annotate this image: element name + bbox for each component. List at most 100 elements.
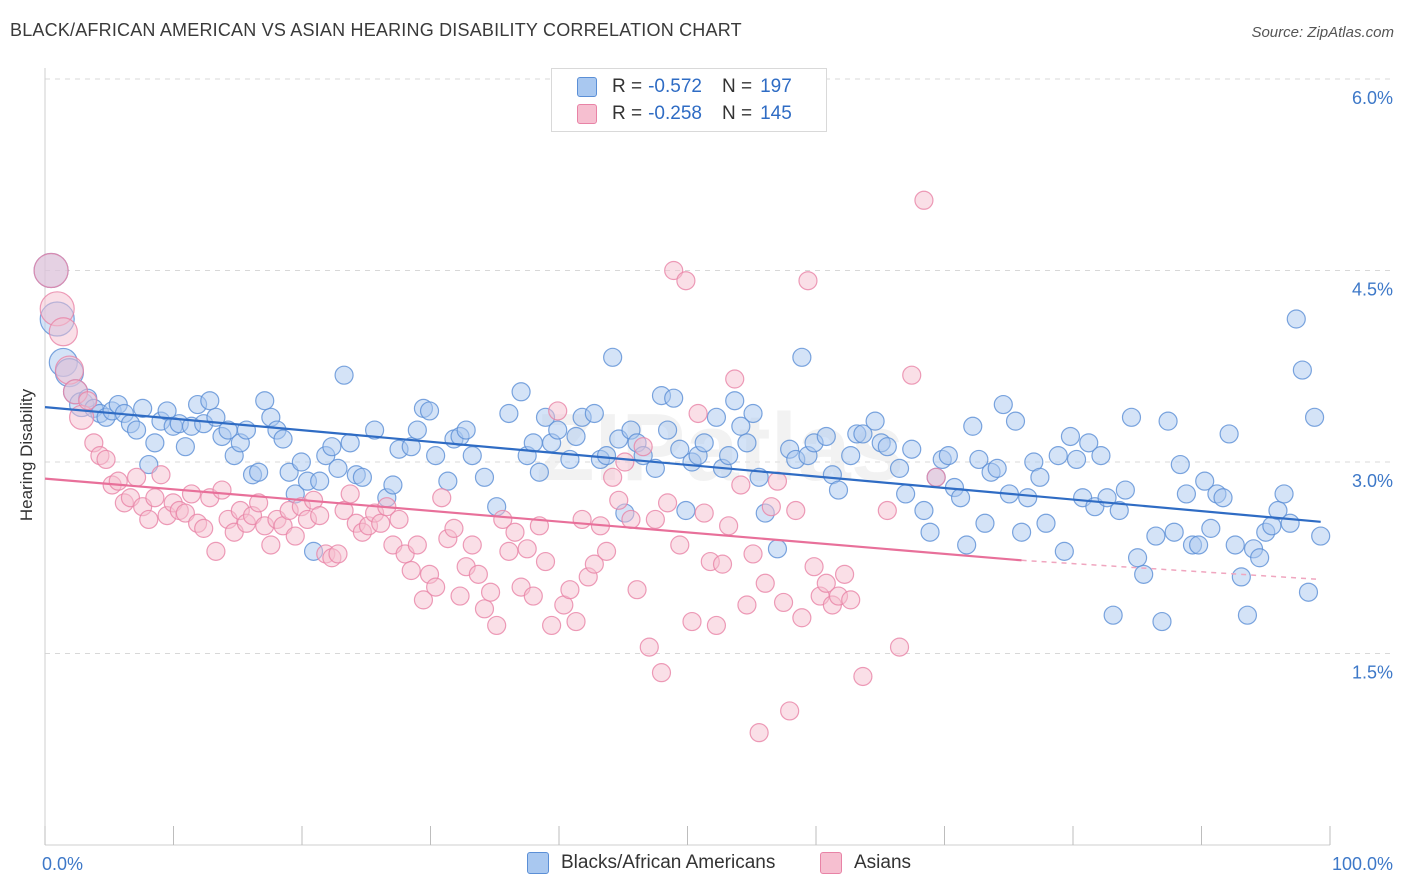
data-point-black	[828, 480, 849, 500]
data-point-black	[1079, 433, 1099, 453]
data-point-black	[499, 403, 519, 424]
data-point-black	[1158, 411, 1178, 431]
data-point-black	[511, 382, 531, 402]
data-point-black	[1030, 467, 1050, 487]
data-point-black	[987, 458, 1007, 478]
data-point-asian	[657, 493, 678, 513]
legend-item-blacks[interactable]: Blacks/African Americans	[527, 852, 775, 874]
y-tick-label: 4.5%	[1352, 280, 1393, 300]
data-point-black	[1237, 605, 1258, 625]
data-point-black	[255, 391, 275, 411]
data-point-asian	[914, 190, 934, 210]
data-point-asian	[725, 369, 745, 389]
data-point-black	[529, 462, 550, 482]
legend-r-label: R =	[612, 103, 643, 124]
data-point-black	[920, 522, 940, 542]
data-point-black	[1048, 446, 1068, 466]
legend-row-asians: R = -0.258 N = 145	[577, 102, 792, 126]
data-point-asian	[108, 471, 128, 491]
data-point-asian	[340, 484, 360, 504]
y-tick-labels: 1.5% 3.0% 4.5% 6.0%	[1352, 88, 1393, 683]
data-point-black	[1018, 488, 1038, 508]
data-point-asian	[480, 582, 501, 602]
legend-label: Asians	[854, 852, 912, 873]
data-point-black	[1091, 446, 1111, 466]
data-point-black	[1109, 500, 1129, 521]
data-point-asian	[517, 539, 537, 559]
data-point-asian	[621, 509, 641, 530]
data-point-black	[706, 407, 727, 427]
y-tick-label: 1.5%	[1352, 663, 1393, 683]
data-point-asian	[548, 401, 568, 421]
trend-line-asians	[44, 477, 1022, 562]
data-point-black	[273, 429, 293, 449]
data-point-asian	[285, 526, 305, 546]
data-point-black	[889, 458, 910, 478]
data-point-black	[792, 347, 812, 367]
data-point-black	[719, 446, 739, 466]
data-point-asian	[413, 590, 434, 610]
data-point-black	[841, 446, 861, 466]
legend-r-label: R =	[612, 76, 643, 97]
data-point-asian	[633, 437, 653, 457]
legend-row-blacks: R = -0.572 N = 197	[577, 75, 792, 99]
data-point-asian	[468, 564, 488, 584]
data-point-black	[1170, 454, 1190, 475]
data-point-black	[133, 398, 153, 418]
data-point-black	[1005, 411, 1026, 431]
data-point-black	[767, 539, 788, 559]
data-point-black	[175, 437, 195, 457]
data-point-asian	[627, 580, 647, 600]
data-point-black	[1036, 513, 1056, 533]
data-point-asian	[194, 518, 214, 538]
data-point-asian	[126, 467, 147, 487]
data-point-black	[1311, 526, 1331, 546]
series-blacks-african-americans	[33, 252, 1331, 632]
data-point-black	[407, 420, 427, 440]
legend-n-value: 197	[760, 76, 792, 97]
data-point-black	[957, 535, 977, 555]
data-point-asian	[694, 503, 714, 523]
data-point-asian	[33, 252, 69, 289]
legend-swatch-blue	[577, 77, 597, 97]
data-point-black	[1213, 488, 1233, 508]
data-point-black	[1011, 522, 1032, 542]
chart-title: BLACK/AFRICAN AMERICAN VS ASIAN HEARING …	[10, 20, 742, 40]
data-point-asian	[749, 723, 769, 743]
legend-item-asians[interactable]: Asians	[820, 852, 911, 874]
data-point-black	[1121, 407, 1142, 427]
data-point-asian	[737, 595, 757, 615]
data-point-asian	[535, 551, 556, 572]
data-point-black	[566, 426, 586, 447]
legend-swatch-pink	[577, 104, 597, 124]
legend-n-label: N =	[721, 76, 753, 97]
data-point-black	[1146, 526, 1166, 546]
data-point-asian	[310, 506, 330, 526]
data-point-asian	[615, 452, 635, 472]
data-point-black	[401, 437, 421, 457]
data-point-black	[1219, 424, 1239, 444]
data-point-asian	[523, 586, 543, 606]
legend-r-value: -0.258	[648, 103, 702, 124]
data-point-black	[969, 449, 989, 470]
data-point-asian	[780, 701, 800, 721]
data-point-asian	[596, 541, 617, 561]
data-point-asian	[786, 500, 806, 521]
data-point-black	[145, 433, 165, 453]
data-point-asian	[743, 544, 763, 564]
x-tick-label: 0.0%	[42, 854, 83, 874]
data-point-asian	[145, 488, 165, 508]
data-point-asian	[450, 586, 470, 606]
data-point-black	[865, 411, 885, 431]
data-point-black	[365, 420, 385, 440]
data-point-asian	[328, 544, 348, 564]
stats-legend: R = -0.572 N = 197 R = -0.258 N = 145	[551, 68, 827, 132]
data-point-asian	[926, 467, 946, 487]
data-point-asian	[767, 471, 788, 491]
data-point-black	[676, 500, 696, 521]
data-point-asian	[755, 573, 775, 593]
data-point-black	[1231, 567, 1251, 587]
data-point-asian	[444, 518, 464, 538]
data-point-black	[603, 347, 623, 367]
trend-lines	[44, 406, 1321, 581]
